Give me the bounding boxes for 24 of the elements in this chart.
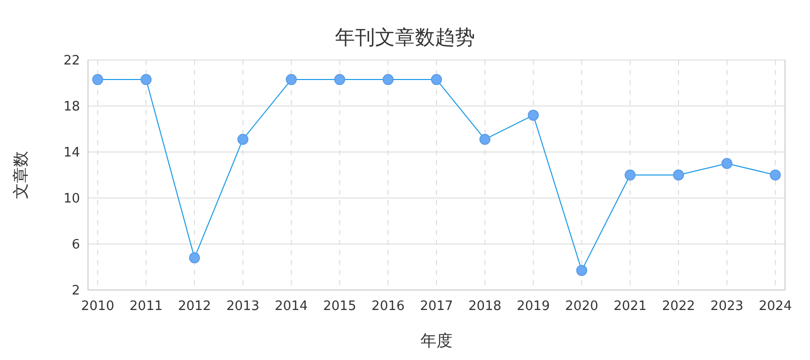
- x-tick-label: 2024: [758, 299, 792, 314]
- x-tick-label: 2012: [178, 299, 212, 314]
- x-tick-label: 2010: [81, 299, 114, 314]
- y-tick-label: 14: [63, 146, 80, 161]
- x-tick-label: 2011: [130, 299, 163, 314]
- x-tick-label: 2023: [710, 299, 744, 314]
- x-tick-label: 2022: [662, 299, 696, 314]
- y-axis-title: 文章数: [11, 151, 30, 199]
- y-tick-label: 10: [63, 192, 80, 207]
- y-tick-label: 22: [63, 54, 80, 69]
- x-tick-label: 2017: [420, 299, 454, 314]
- x-tick-label: 2020: [565, 299, 598, 314]
- chart-title: 年刊文章数趋势: [335, 25, 475, 49]
- x-tick-label: 2014: [274, 299, 308, 314]
- y-tick-label: 2: [72, 284, 80, 299]
- x-tick-label: 2019: [516, 299, 550, 314]
- x-tick-label: 2013: [226, 299, 260, 314]
- y-tick-label: 18: [63, 100, 80, 115]
- y-tick-label: 6: [72, 238, 80, 253]
- x-tick-label: 2018: [468, 299, 502, 314]
- x-tick-label: 2021: [614, 299, 647, 314]
- x-tick-label: 2016: [372, 299, 405, 314]
- x-axis-title: 年度: [420, 331, 452, 350]
- x-tick-label: 2015: [323, 299, 356, 314]
